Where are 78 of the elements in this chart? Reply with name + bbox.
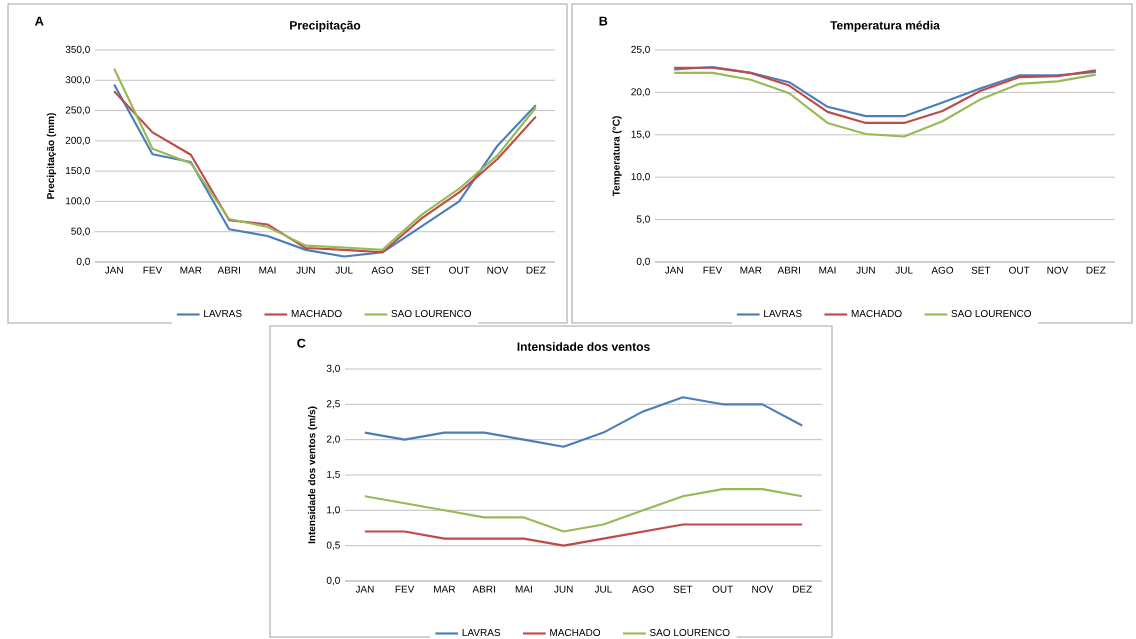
y-tick-label: 100,0	[66, 197, 90, 206]
x-tick-label: MAR	[740, 266, 762, 274]
y-tick-label: 1,5	[327, 470, 340, 480]
y-tick-label: 50,0	[71, 227, 90, 236]
text: A	[35, 16, 44, 26]
x-tick-label: MAR	[180, 266, 202, 274]
x-tick-label: ABRI	[217, 266, 240, 274]
x-tick-label: FEV	[143, 266, 163, 274]
x-tick-label: DEZ	[1086, 266, 1106, 274]
y-tick-label: 1,0	[327, 506, 340, 515]
x-tick-label: NOV	[752, 585, 774, 593]
x-tick-label: FEV	[703, 266, 723, 274]
legend-label: LAVRAS	[462, 628, 501, 637]
legend-label: MACHADO	[291, 309, 342, 318]
line-series	[363, 396, 804, 448]
x-tick-label: SET	[411, 266, 431, 274]
line-series	[673, 71, 1097, 138]
chart-title: Intensidade dos ventos	[517, 342, 650, 351]
y-tick-label: 15,0	[631, 130, 650, 139]
y-tick-label: 350,0	[65, 45, 90, 55]
x-tick-label: OUT	[449, 266, 470, 274]
x-tick-label: FEV	[395, 585, 415, 593]
x-tick-label: JAN	[664, 266, 683, 274]
chart-title: Temperatura média	[830, 20, 940, 32]
legend-label: SAO LOURENCO	[649, 628, 730, 637]
x-tick-label: JUN	[296, 266, 315, 274]
x-tick-label: MAR	[434, 585, 456, 593]
y-tick-label: 2,5	[326, 400, 340, 409]
x-tick-label: JUN	[856, 266, 875, 274]
y-tick-label: 20,0	[631, 88, 650, 97]
x-tick-label: SET	[673, 585, 693, 593]
y-tick-label: 2,0	[326, 435, 340, 444]
text: B	[599, 16, 608, 26]
x-tick-label: OUT	[1009, 266, 1030, 274]
y-tick-label: 25,0	[631, 45, 650, 55]
x-tick-label: JAN	[355, 585, 374, 593]
y-tick-label: 0,0	[76, 257, 90, 267]
legend-label: MACHADO	[851, 309, 902, 318]
x-tick-label: JAN	[104, 266, 123, 274]
legend-label: LAVRAS	[764, 309, 802, 318]
x-tick-label: NOV	[1047, 266, 1069, 274]
x-tick-label: SET	[971, 266, 991, 274]
text: C	[297, 338, 306, 348]
x-tick-label: AGO	[371, 266, 394, 274]
legend-label: MACHADO	[550, 628, 601, 637]
x-tick-label: MAI	[515, 585, 532, 593]
y-tick-label: 0,0	[636, 257, 650, 267]
x-tick-label: JUL	[594, 585, 612, 593]
y-tick-label: 5,0	[636, 215, 650, 224]
x-tick-label: AGO	[931, 266, 954, 274]
x-tick-label: MAI	[819, 266, 836, 274]
y-tick-label: 10,0	[631, 173, 650, 182]
legend-label: SAO LOURENCO	[951, 309, 1032, 318]
line-series	[363, 488, 804, 533]
x-tick-label: DEZ	[792, 585, 812, 593]
x-tick-label: JUL	[335, 266, 353, 274]
x-tick-label: OUT	[712, 585, 733, 593]
chart-title: Precipitação	[290, 20, 361, 32]
x-tick-label: JUL	[895, 266, 913, 274]
legend-label: LAVRAS	[204, 309, 242, 318]
x-tick-label: MAI	[259, 266, 276, 274]
x-tick-label: JUN	[554, 585, 573, 593]
legend-label: SAO LOURENCO	[391, 309, 472, 318]
y-tick-label: 250,0	[65, 106, 90, 115]
x-tick-label: AGO	[632, 585, 654, 593]
x-tick-label: NOV	[487, 266, 509, 274]
y-axis-title: Intensidade dos ventos (m/s)	[307, 406, 318, 544]
y-tick-label: 300,0	[65, 76, 90, 85]
y-tick-label: 150,0	[66, 167, 90, 176]
x-tick-label: DEZ	[526, 266, 546, 274]
x-tick-label: ABRI	[777, 266, 800, 274]
x-tick-label: ABRI	[472, 585, 495, 593]
y-tick-label: 0,0	[326, 576, 340, 586]
y-tick-label: 3,0	[326, 364, 340, 374]
y-axis-title: Precipitação (mm)	[46, 113, 57, 199]
y-tick-label: 0,5	[326, 541, 340, 550]
y-axis-title: Temperatura (°C)	[612, 116, 622, 197]
y-tick-label: 200,0	[65, 136, 90, 145]
